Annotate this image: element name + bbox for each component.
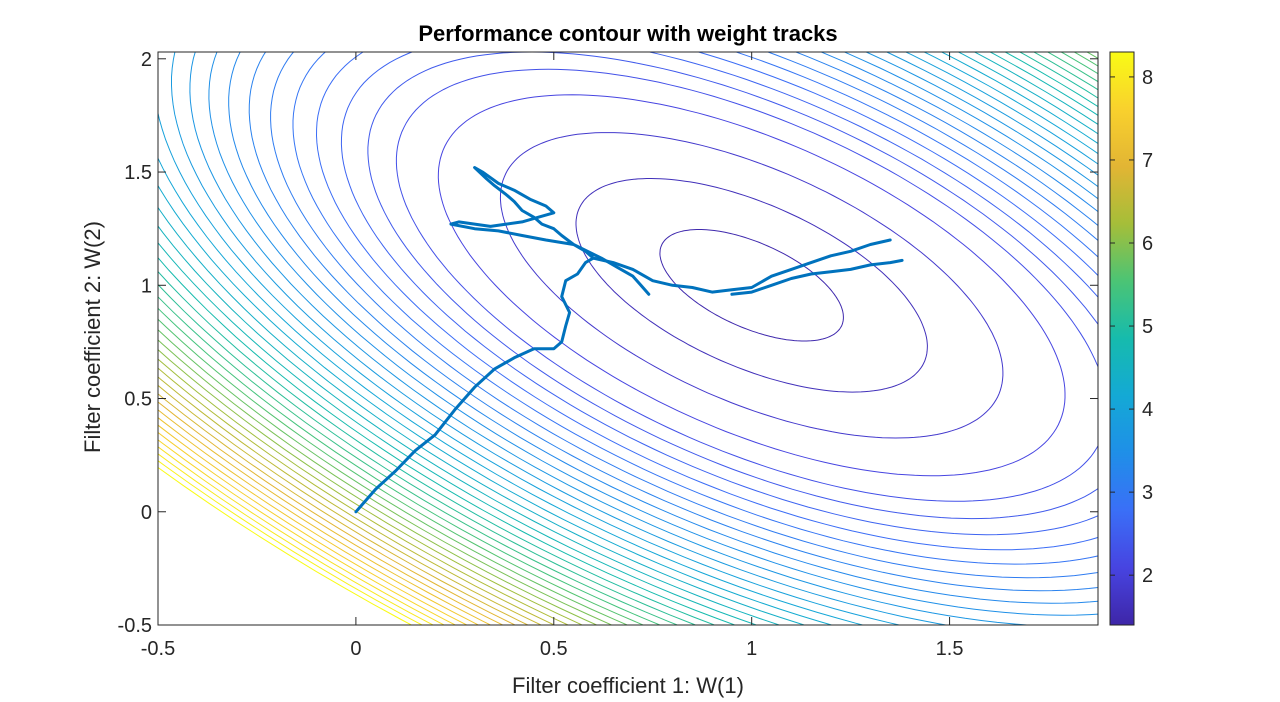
y-tick-label: 0 bbox=[141, 502, 152, 524]
contour-line-2 bbox=[499, 132, 1004, 439]
contour-line-23 bbox=[158, 52, 1098, 625]
colorbar-tick-label: 6 bbox=[1142, 233, 1153, 255]
weight-track-series-1 bbox=[449, 166, 651, 296]
contour-line-8 bbox=[292, 52, 1098, 565]
colorbar-tick-label: 4 bbox=[1142, 399, 1153, 421]
contour-line-5 bbox=[367, 52, 1098, 520]
contour-line-15 bbox=[158, 52, 1098, 625]
weight-tracks bbox=[354, 166, 904, 514]
contour-line-19 bbox=[158, 52, 1098, 625]
x-tick-label: 1 bbox=[746, 638, 757, 660]
colorbar-tick-label: 5 bbox=[1142, 316, 1153, 338]
x-tick-label: 0.5 bbox=[540, 638, 568, 660]
contour-line-20 bbox=[158, 52, 1098, 625]
contour-line-9 bbox=[270, 52, 1098, 579]
x-axis-label: Filter coefficient 1: W(1) bbox=[512, 673, 744, 698]
contour-line-12 bbox=[208, 52, 1098, 616]
colorbar-tick-label: 3 bbox=[1142, 482, 1153, 504]
colorbar bbox=[1109, 51, 1135, 626]
x-tick-label: -0.5 bbox=[141, 638, 175, 660]
contour-line-1 bbox=[575, 178, 928, 393]
plot-area bbox=[158, 52, 1098, 625]
contour-line-24 bbox=[158, 52, 1098, 625]
contour-line-4 bbox=[395, 68, 1098, 502]
plot-frame bbox=[157, 51, 1099, 626]
contour-line-16 bbox=[158, 52, 1098, 625]
contour-line-7 bbox=[315, 52, 1098, 551]
contour-line-14 bbox=[171, 52, 1098, 625]
contour-line-11 bbox=[228, 52, 1098, 604]
contour-line-6 bbox=[340, 52, 1098, 536]
axis-ticks: -0.5 0 0.5 1 1.5 -0.5 0 0.5 1 1.5 2 bbox=[118, 49, 1098, 660]
y-tick-label: 1 bbox=[141, 275, 152, 297]
x-tick-label: 1.5 bbox=[936, 638, 964, 660]
contour-line-13 bbox=[189, 52, 1098, 625]
colorbar-tick-label: 2 bbox=[1142, 565, 1153, 587]
y-axis-label: Filter coefficient 2: W(2) bbox=[80, 221, 105, 453]
contour-line-0 bbox=[659, 229, 844, 342]
y-tick-label: 1.5 bbox=[124, 162, 152, 184]
weight-track-series-0 bbox=[354, 238, 892, 514]
y-tick-label: 2 bbox=[141, 49, 152, 71]
y-tick-label: 0.5 bbox=[124, 389, 152, 411]
contour-line-10 bbox=[248, 52, 1098, 592]
colorbar-tick-label: 8 bbox=[1142, 67, 1153, 89]
chart-title: Performance contour with weight tracks bbox=[418, 21, 837, 46]
contour-line-18 bbox=[158, 52, 1098, 625]
contour-line-17 bbox=[158, 52, 1098, 625]
colorbar-tick-label: 7 bbox=[1142, 150, 1153, 172]
weight-track-series-2 bbox=[730, 258, 904, 296]
contour-line-21 bbox=[158, 52, 1098, 625]
x-tick-label: 0 bbox=[350, 638, 361, 660]
y-tick-label: -0.5 bbox=[118, 615, 152, 637]
contour-line-3 bbox=[437, 94, 1066, 477]
colorbar-ticks: 2 3 4 5 6 7 8 bbox=[1110, 67, 1153, 587]
